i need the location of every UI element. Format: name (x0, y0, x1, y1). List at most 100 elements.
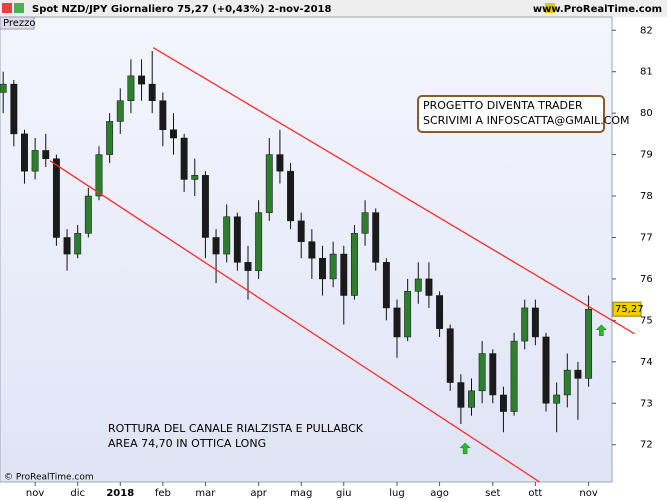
candle-body (521, 307, 529, 342)
panel-label: Prezzo (3, 18, 36, 29)
x-tick-label: ago (430, 488, 449, 499)
x-tick-label: dic (70, 488, 85, 499)
candle-body (42, 150, 50, 159)
candle-body (127, 75, 135, 101)
candle-body (95, 154, 103, 197)
candle-body (233, 216, 241, 263)
y-tick-label: 72 (640, 440, 653, 451)
header-site: www.ProRealTime.com (533, 4, 662, 15)
x-tick-label: nov (26, 488, 44, 499)
candle-body (382, 262, 390, 309)
trendline (49, 160, 540, 482)
note-text: AREA 74,70 IN OTTICA LONG (108, 437, 266, 450)
candle-body (308, 241, 316, 259)
candle-body (393, 307, 401, 338)
candle-body (542, 336, 550, 404)
note-text: ROTTURA DEL CANALE RIALZISTA E PULLABCK (108, 422, 364, 435)
x-tick-label: ott (528, 488, 542, 499)
candle-body (361, 212, 369, 234)
candle-body (31, 150, 39, 172)
candle-body (255, 212, 263, 271)
candle-body (478, 353, 486, 392)
candle-body (553, 394, 561, 404)
y-tick-label: 75 (640, 315, 653, 326)
candle-body (404, 291, 412, 338)
candle-body (499, 394, 507, 412)
box-text: SCRIVIMI A INFOSCATTA@GMAIL.COM (423, 114, 630, 127)
y-tick-label: 79 (640, 150, 653, 161)
x-tick-label: mag (290, 488, 312, 499)
x-tick-label: set (485, 488, 500, 499)
candle-body (489, 353, 497, 396)
candle-body (468, 390, 475, 408)
header-bar (0, 0, 667, 17)
candle-body (116, 100, 124, 122)
icon (545, 3, 555, 13)
candle-body (574, 369, 582, 379)
candle-body (74, 233, 82, 255)
last-price-label: 75,27 (615, 304, 644, 315)
candle-body (52, 158, 60, 238)
candle-body (563, 369, 571, 396)
footer: © ProRealTime.com (4, 473, 94, 483)
candle-body (276, 154, 284, 172)
y-tick-label: 80 (640, 108, 653, 119)
text-box (417, 95, 605, 133)
arrow (595, 324, 607, 336)
candle-body (180, 137, 188, 180)
candle-body (201, 175, 209, 238)
x-tick-label: nov (579, 488, 597, 499)
candle-body (372, 212, 380, 263)
candle-body (191, 175, 199, 180)
y-tick-label: 78 (640, 191, 653, 202)
candle-body (148, 83, 156, 101)
candle-body (457, 382, 465, 408)
candle-body (244, 262, 252, 271)
candle-body (159, 100, 167, 130)
candle-body (329, 253, 337, 280)
icon (14, 3, 24, 13)
icon (2, 3, 12, 13)
box-text: PROGETTO DIVENTA TRADER (423, 99, 583, 112)
candle-body (84, 195, 92, 234)
y-tick-label: 74 (640, 357, 653, 368)
candle-body (531, 307, 539, 338)
trendline (152, 47, 635, 335)
candle-body (510, 340, 518, 412)
header-title: Spot NZD/JPY Giornaliero 75,27 (+0,43%) … (32, 4, 332, 15)
y-tick-label: 73 (640, 398, 653, 409)
x-tick-label: feb (155, 488, 171, 499)
candle-body (223, 216, 231, 255)
panel-label-box (0, 16, 35, 30)
plot-area (0, 16, 613, 483)
candle-body (10, 83, 18, 135)
candle-body (446, 328, 454, 383)
candle-body (170, 129, 177, 139)
candle-body (340, 253, 348, 296)
y-tick-label: 76 (640, 274, 653, 285)
candle-body (0, 83, 7, 93)
candle-body (297, 220, 305, 242)
x-tick-label: 2018 (106, 488, 134, 499)
x-tick-label: giu (336, 488, 351, 499)
candle-body (138, 75, 146, 85)
x-tick-label: apr (250, 488, 267, 499)
candle-body (585, 308, 593, 379)
candle-body (436, 295, 444, 329)
candle-body (350, 233, 358, 296)
candle-body (319, 257, 326, 280)
y-tick-label: 77 (640, 232, 653, 243)
candle-body (414, 278, 422, 292)
candle-body (425, 278, 433, 296)
y-tick-label: 81 (640, 67, 653, 78)
x-tick-label: lug (389, 488, 404, 499)
candle-body (287, 170, 295, 222)
arrow (459, 442, 471, 455)
candle-body (63, 237, 71, 255)
last-price-tag (612, 301, 642, 317)
candle-body (106, 121, 114, 155)
candle-body (212, 237, 220, 255)
x-tick-label: mar (195, 488, 216, 499)
candle-body (21, 133, 28, 172)
